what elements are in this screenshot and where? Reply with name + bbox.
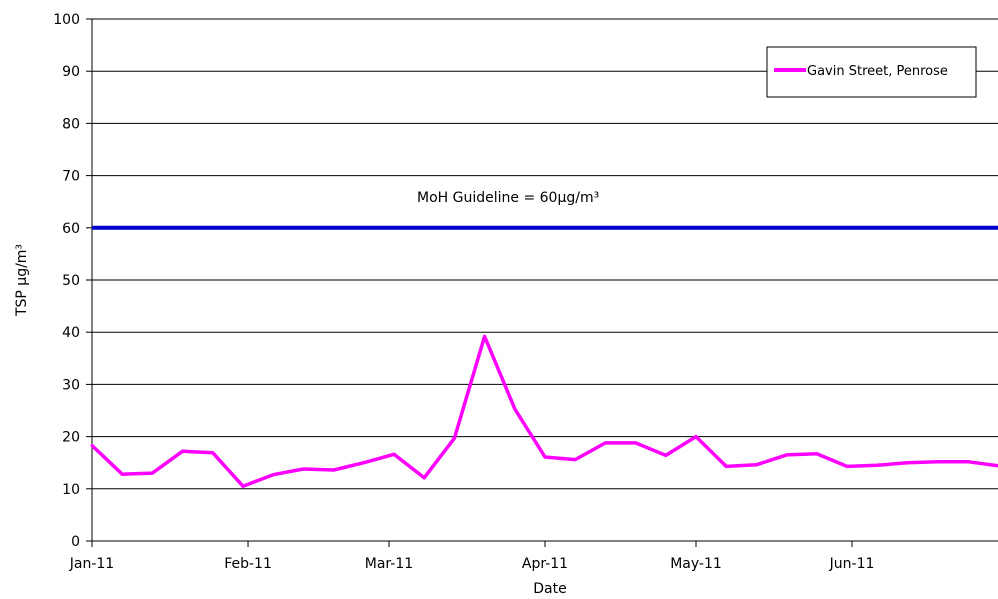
y-tick-label: 70 xyxy=(62,169,80,185)
y-tick-label: 90 xyxy=(62,64,80,80)
data-point xyxy=(694,435,698,439)
y-tick-label: 100 xyxy=(53,12,80,28)
data-point xyxy=(90,443,94,447)
legend-label: Gavin Street, Penrose xyxy=(807,64,948,79)
y-tick-label: 0 xyxy=(71,534,80,550)
data-point xyxy=(452,436,456,440)
data-point xyxy=(966,460,970,464)
y-tick-label: 20 xyxy=(62,430,80,446)
data-point xyxy=(392,452,396,456)
data-point xyxy=(724,464,728,468)
data-point xyxy=(120,472,124,476)
guideline-label: MoH Guideline = 60µg/m³ xyxy=(417,190,599,206)
series-line-0 xyxy=(90,334,998,488)
data-point xyxy=(936,460,940,464)
x-tick-label: Jun-11 xyxy=(829,556,875,572)
data-point xyxy=(664,453,668,457)
y-tick-label: 40 xyxy=(62,325,80,341)
x-axis-title: Date xyxy=(533,581,566,597)
y-tick-label: 60 xyxy=(62,221,80,237)
data-point xyxy=(271,473,275,477)
data-point xyxy=(573,458,577,462)
data-point xyxy=(483,334,487,338)
data-point xyxy=(754,463,758,467)
data-point xyxy=(905,461,909,465)
data-point xyxy=(603,441,607,445)
y-axis-title: TSP µg/m³ xyxy=(14,244,30,317)
x-tick-label: May-11 xyxy=(670,556,722,572)
y-tick-label: 80 xyxy=(62,116,80,132)
data-point xyxy=(211,451,215,455)
data-point xyxy=(785,453,789,457)
data-point xyxy=(332,468,336,472)
y-tick-label: 10 xyxy=(62,482,80,498)
data-point xyxy=(150,471,154,475)
data-point xyxy=(513,407,517,411)
data-point xyxy=(362,461,366,465)
x-tick-label: Feb-11 xyxy=(224,556,272,572)
data-point xyxy=(875,463,879,467)
x-tick-label: Jan-11 xyxy=(69,556,114,572)
y-tick-label: 30 xyxy=(62,377,80,393)
data-point xyxy=(301,467,305,471)
x-tick-label: Mar-11 xyxy=(365,556,413,572)
data-point xyxy=(634,441,638,445)
y-tick-label: 50 xyxy=(62,273,80,289)
data-point xyxy=(422,476,426,480)
data-point xyxy=(815,452,819,456)
x-tick-label: Apr-11 xyxy=(522,556,568,572)
data-point xyxy=(543,455,547,459)
data-point xyxy=(845,464,849,468)
data-point xyxy=(181,449,185,453)
data-point xyxy=(241,484,245,488)
